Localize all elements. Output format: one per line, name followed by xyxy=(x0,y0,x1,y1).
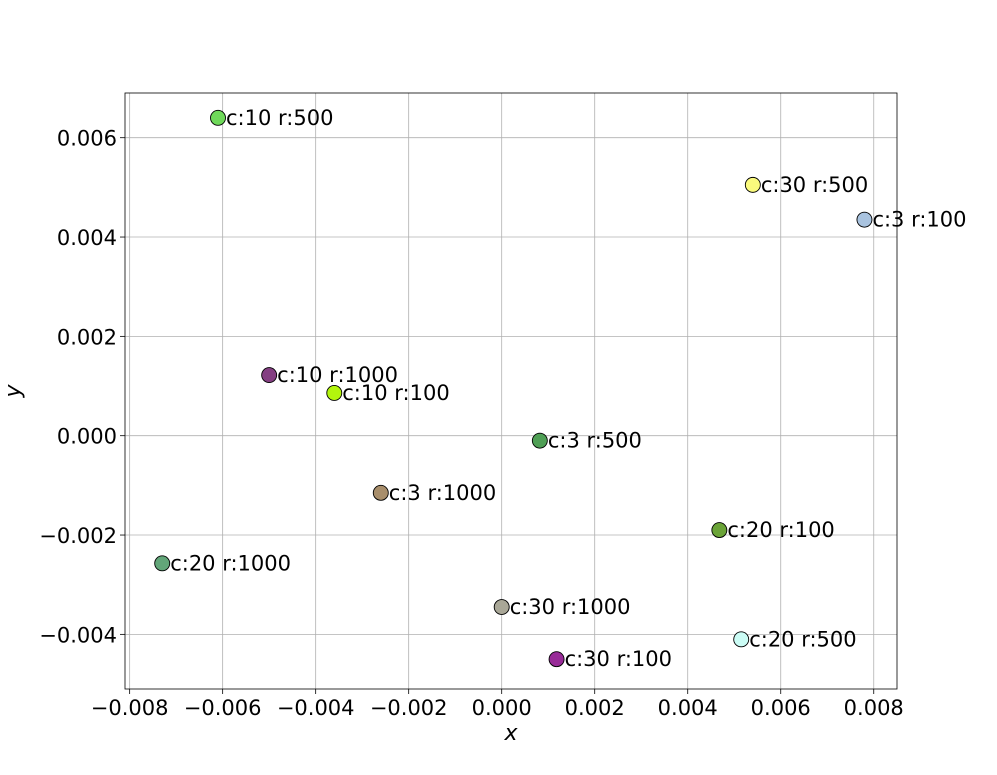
plot-frame xyxy=(124,92,898,690)
data-point xyxy=(154,555,171,572)
data-point-label: c:20 r:100 xyxy=(727,518,834,542)
y-tick-label: 0.000 xyxy=(57,425,117,449)
x-tick-label: 0.008 xyxy=(844,696,904,720)
x-tick-label: −0.006 xyxy=(184,696,262,720)
data-point-label: c:20 r:1000 xyxy=(170,551,291,575)
data-point-label: c:3 r:100 xyxy=(872,208,966,232)
y-tick-label: 0.002 xyxy=(57,325,117,349)
x-tick-label: 0.002 xyxy=(565,696,625,720)
data-point-label: c:20 r:500 xyxy=(749,627,856,651)
data-point xyxy=(372,484,389,501)
grid xyxy=(125,93,897,689)
data-point xyxy=(210,109,226,126)
data-point-label: c:3 r:500 xyxy=(548,429,642,453)
data-point xyxy=(326,385,343,401)
data-point-label: c:30 r:500 xyxy=(761,173,868,197)
data-point xyxy=(711,522,728,539)
x-tick-label: −0.008 xyxy=(91,696,169,720)
x-tick-label: −0.004 xyxy=(277,696,355,720)
data-point-label: c:30 r:100 xyxy=(565,647,672,671)
data-point xyxy=(261,367,278,384)
x-tick-label: −0.002 xyxy=(370,696,448,720)
x-tick-label: 0.000 xyxy=(472,696,532,720)
y-tick-label: −0.004 xyxy=(39,623,117,647)
y-tick-label: 0.006 xyxy=(57,127,117,151)
data-point-label: c:3 r:1000 xyxy=(389,481,496,505)
data-point xyxy=(548,651,565,668)
axis-ticks: −0.008 −0.006 −0.004 −0.002 0.000 0.002 0.004 0… xyxy=(39,127,904,720)
data-point xyxy=(744,176,761,193)
y-tick-label: −0.002 xyxy=(39,524,117,548)
data-point xyxy=(733,631,750,648)
x-axis-label: x xyxy=(503,721,518,746)
data-point-label: c:10 r:1000 xyxy=(277,363,398,387)
x-tick-label: 0.004 xyxy=(658,696,718,720)
data-point xyxy=(856,211,873,228)
data-point xyxy=(493,599,510,615)
x-tick-label: 0.006 xyxy=(751,696,811,720)
data-point-label: c:10 r:100 xyxy=(342,381,449,405)
data-point xyxy=(531,432,548,449)
data-point-label: c:30 r:1000 xyxy=(510,595,631,619)
data-point-label: c:10 r:500 xyxy=(226,106,333,130)
y-tick-label: 0.004 xyxy=(57,226,117,250)
y-axis-label: y xyxy=(1,384,26,399)
